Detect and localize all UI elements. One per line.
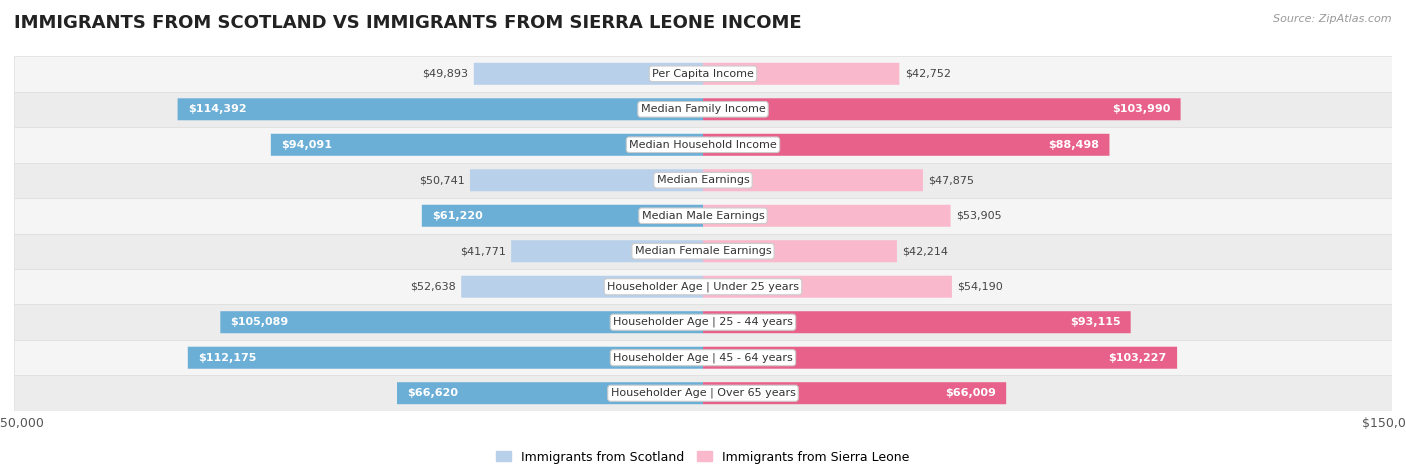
- Text: $66,620: $66,620: [408, 388, 458, 398]
- FancyBboxPatch shape: [271, 134, 703, 156]
- FancyBboxPatch shape: [703, 311, 1130, 333]
- FancyBboxPatch shape: [396, 382, 703, 404]
- Text: $88,498: $88,498: [1047, 140, 1099, 150]
- Text: Median Household Income: Median Household Income: [628, 140, 778, 150]
- FancyBboxPatch shape: [470, 169, 703, 191]
- Text: $66,009: $66,009: [945, 388, 995, 398]
- FancyBboxPatch shape: [14, 163, 1392, 198]
- Text: $112,175: $112,175: [198, 353, 256, 363]
- Text: Median Female Earnings: Median Female Earnings: [634, 246, 772, 256]
- Text: Source: ZipAtlas.com: Source: ZipAtlas.com: [1274, 14, 1392, 24]
- FancyBboxPatch shape: [461, 276, 703, 298]
- FancyBboxPatch shape: [703, 134, 1109, 156]
- FancyBboxPatch shape: [512, 240, 703, 262]
- FancyBboxPatch shape: [703, 98, 1181, 120]
- Text: $103,227: $103,227: [1108, 353, 1167, 363]
- Text: $42,752: $42,752: [905, 69, 950, 79]
- FancyBboxPatch shape: [703, 169, 922, 191]
- Text: $93,115: $93,115: [1070, 317, 1121, 327]
- FancyBboxPatch shape: [703, 240, 897, 262]
- FancyBboxPatch shape: [703, 382, 1007, 404]
- FancyBboxPatch shape: [703, 276, 952, 298]
- Text: $53,905: $53,905: [956, 211, 1001, 221]
- Text: Householder Age | Over 65 years: Householder Age | Over 65 years: [610, 388, 796, 398]
- FancyBboxPatch shape: [14, 198, 1392, 234]
- Text: $52,638: $52,638: [411, 282, 456, 292]
- FancyBboxPatch shape: [14, 340, 1392, 375]
- Text: $50,741: $50,741: [419, 175, 464, 185]
- FancyBboxPatch shape: [703, 63, 900, 85]
- Text: Per Capita Income: Per Capita Income: [652, 69, 754, 79]
- FancyBboxPatch shape: [14, 234, 1392, 269]
- FancyBboxPatch shape: [177, 98, 703, 120]
- Text: Median Earnings: Median Earnings: [657, 175, 749, 185]
- Text: Householder Age | 25 - 44 years: Householder Age | 25 - 44 years: [613, 317, 793, 327]
- FancyBboxPatch shape: [703, 347, 1177, 369]
- Text: IMMIGRANTS FROM SCOTLAND VS IMMIGRANTS FROM SIERRA LEONE INCOME: IMMIGRANTS FROM SCOTLAND VS IMMIGRANTS F…: [14, 14, 801, 32]
- Text: $42,214: $42,214: [903, 246, 949, 256]
- FancyBboxPatch shape: [221, 311, 703, 333]
- FancyBboxPatch shape: [703, 205, 950, 227]
- Text: $49,893: $49,893: [422, 69, 468, 79]
- Text: $61,220: $61,220: [432, 211, 482, 221]
- Text: $41,771: $41,771: [460, 246, 506, 256]
- Text: $47,875: $47,875: [928, 175, 974, 185]
- Text: $105,089: $105,089: [231, 317, 288, 327]
- Text: $114,392: $114,392: [188, 104, 246, 114]
- FancyBboxPatch shape: [14, 127, 1392, 163]
- Text: Householder Age | 45 - 64 years: Householder Age | 45 - 64 years: [613, 353, 793, 363]
- Text: $54,190: $54,190: [957, 282, 1002, 292]
- FancyBboxPatch shape: [14, 56, 1392, 92]
- FancyBboxPatch shape: [14, 304, 1392, 340]
- FancyBboxPatch shape: [14, 92, 1392, 127]
- FancyBboxPatch shape: [474, 63, 703, 85]
- Text: $103,990: $103,990: [1112, 104, 1170, 114]
- Text: Householder Age | Under 25 years: Householder Age | Under 25 years: [607, 282, 799, 292]
- FancyBboxPatch shape: [14, 269, 1392, 304]
- Text: $94,091: $94,091: [281, 140, 332, 150]
- Text: Median Male Earnings: Median Male Earnings: [641, 211, 765, 221]
- FancyBboxPatch shape: [188, 347, 703, 369]
- FancyBboxPatch shape: [422, 205, 703, 227]
- Text: Median Family Income: Median Family Income: [641, 104, 765, 114]
- Legend: Immigrants from Scotland, Immigrants from Sierra Leone: Immigrants from Scotland, Immigrants fro…: [492, 446, 914, 467]
- FancyBboxPatch shape: [14, 375, 1392, 411]
